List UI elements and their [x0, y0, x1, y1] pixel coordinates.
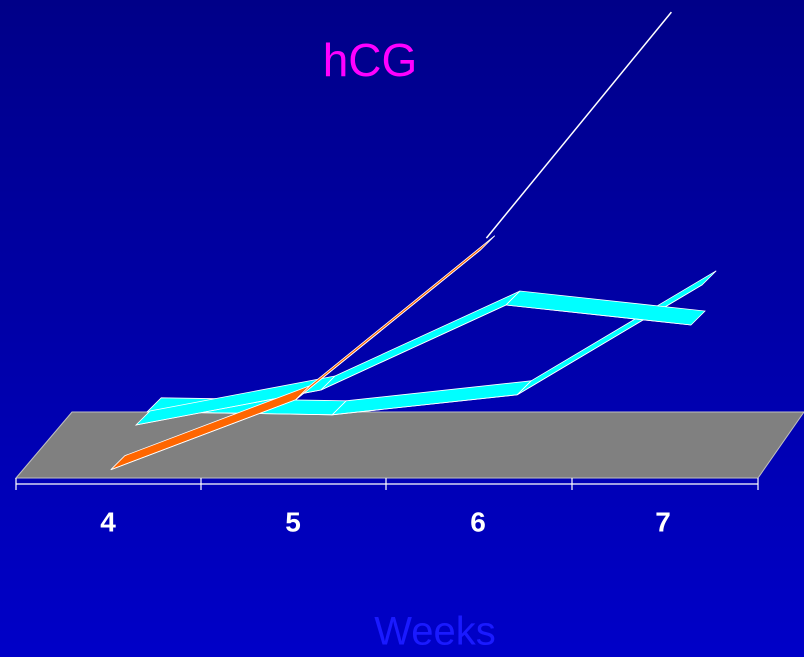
series-line — [485, 11, 672, 239]
x-tick-label: 5 — [285, 506, 301, 537]
series-line — [135, 304, 692, 426]
floor — [14, 411, 804, 479]
category-axis — [15, 478, 759, 490]
x-tick-label: 4 — [100, 506, 116, 537]
x-tick-label: 7 — [655, 506, 671, 537]
x-tick-label: 6 — [470, 506, 486, 537]
x-axis-label: Weeks — [374, 610, 496, 654]
series-line — [110, 249, 482, 471]
chart-title: hCG — [323, 34, 418, 86]
